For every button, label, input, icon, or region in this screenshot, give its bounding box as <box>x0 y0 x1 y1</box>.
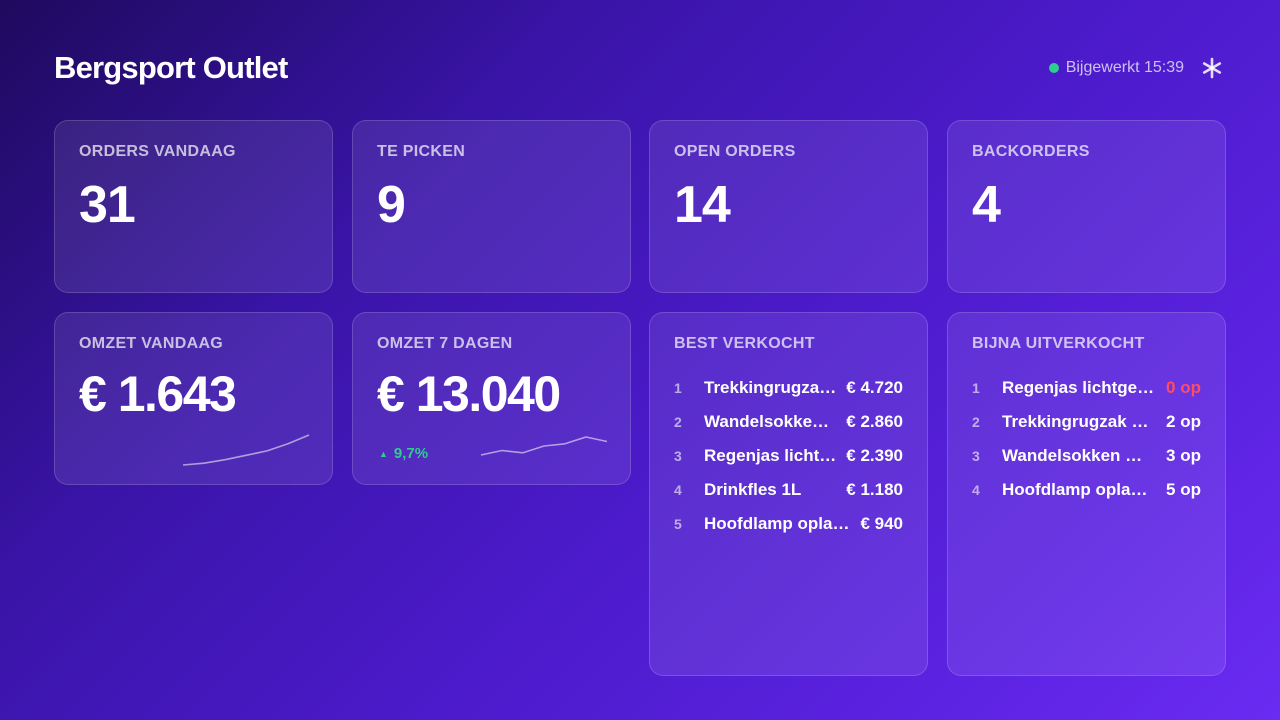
sparkline-line <box>182 434 310 466</box>
rank-number: 1 <box>674 380 682 396</box>
sparkline-line <box>480 436 608 456</box>
product-revenue: € 1.180 <box>846 480 903 499</box>
list-item: 5 Hoofdlamp oplaadbaar € 940 <box>674 507 903 541</box>
almost-sold-out-label: Bijna uitverkocht <box>972 335 1145 352</box>
list-item: 3 Regenjas lichtgewicht € 2.390 <box>674 439 903 473</box>
revenue-week-trend: ▲ 9,7% <box>379 445 428 462</box>
stock-count: 3 op <box>1166 446 1201 465</box>
list-item: 1 Regenjas lichtgewicht 0 op <box>972 371 1201 405</box>
stock-count: 2 op <box>1166 412 1201 431</box>
rank-number: 4 <box>972 482 980 498</box>
product-name: Hoofdlamp oplaadbaar <box>704 514 860 533</box>
revenue-week-label: Omzet 7 dagen <box>377 335 513 352</box>
kpi-card-orders-today: Orders vandaag 31 <box>54 120 333 293</box>
update-status: Bijgewerkt 15:39 <box>1048 54 1226 82</box>
revenue-week-sparkline <box>480 436 608 456</box>
best-sold-list: 1 Trekkingrugzak 40L € 4.720 2 Wandelsok… <box>674 371 903 541</box>
rank-number: 4 <box>674 482 682 498</box>
product-name: Hoofdlamp oplaadbaar <box>1002 480 1166 499</box>
revenue-week-card: Omzet 7 dagen € 13.040 ▲ 9,7% <box>352 312 631 485</box>
rank-number: 2 <box>972 414 980 430</box>
product-name: Trekkingrugzak 40L <box>1002 412 1161 431</box>
product-revenue: € 4.720 <box>846 378 903 397</box>
dashboard-header: Bergsport Outlet Bijgewerkt 15:39 <box>54 48 1226 88</box>
revenue-today-value: € 1.643 <box>79 366 237 422</box>
kpi-label: Te picken <box>377 143 466 160</box>
revenue-today-card: Omzet vandaag € 1.643 <box>54 312 333 485</box>
rank-number: 3 <box>972 448 980 464</box>
kpi-card-to-pick: Te picken 9 <box>352 120 631 293</box>
product-name: Trekkingrugzak 40L <box>704 378 846 397</box>
rank-number: 1 <box>972 380 980 396</box>
product-revenue: € 2.860 <box>846 412 903 431</box>
kpi-value: 14 <box>674 176 731 234</box>
list-item: 1 Trekkingrugzak 40L € 4.720 <box>674 371 903 405</box>
list-item: 2 Wandelsokken merino € 2.860 <box>674 405 903 439</box>
arrow-up-icon: ▲ <box>379 448 388 459</box>
almost-sold-out-card: Bijna uitverkocht 1 Regenjas lichtgewich… <box>947 312 1226 676</box>
rank-number: 3 <box>674 448 682 464</box>
revenue-today-sparkline <box>182 434 310 466</box>
product-name: Wandelsokken merino <box>1002 446 1167 465</box>
kpi-label: Open orders <box>674 143 796 160</box>
stock-count: 0 op <box>1166 378 1201 397</box>
asterisk-icon[interactable] <box>1198 54 1226 82</box>
kpi-value: 9 <box>377 176 406 234</box>
product-name: Drinkfles 1L <box>704 480 802 499</box>
product-revenue: € 940 <box>860 514 903 533</box>
kpi-value: 31 <box>79 176 136 234</box>
list-item: 3 Wandelsokken merino 3 op <box>972 439 1201 473</box>
best-sold-card: Best verkocht 1 Trekkingrugzak 40L € 4.7… <box>649 312 928 676</box>
kpi-label: Orders vandaag <box>79 143 236 160</box>
product-name: Wandelsokken merino <box>704 412 846 431</box>
kpi-card-backorders: Backorders 4 <box>947 120 1226 293</box>
best-sold-label: Best verkocht <box>674 335 815 352</box>
almost-sold-out-list: 1 Regenjas lichtgewicht 0 op 2 Trekkingr… <box>972 371 1201 507</box>
product-revenue: € 2.390 <box>846 446 903 465</box>
trend-value: 9,7% <box>393 445 429 462</box>
kpi-card-open-orders: Open orders 14 <box>649 120 928 293</box>
rank-number: 5 <box>674 516 682 532</box>
list-item: 4 Hoofdlamp oplaadbaar 5 op <box>972 473 1201 507</box>
product-name: Regenjas lichtgewicht <box>704 446 846 465</box>
revenue-today-label: Omzet vandaag <box>79 335 224 352</box>
list-item: 2 Trekkingrugzak 40L 2 op <box>972 405 1201 439</box>
rank-number: 2 <box>674 414 682 430</box>
list-item: 4 Drinkfles 1L € 1.180 <box>674 473 903 507</box>
kpi-label: Backorders <box>972 143 1090 160</box>
status-text: Bijgewerkt 15:39 <box>1065 59 1184 76</box>
revenue-week-value: € 13.040 <box>377 366 561 422</box>
product-name: Regenjas lichtgewicht <box>1002 378 1167 397</box>
page-title: Bergsport Outlet <box>54 50 288 85</box>
kpi-value: 4 <box>972 176 1001 234</box>
stock-count: 5 op <box>1166 480 1201 499</box>
status-dot-icon <box>1048 63 1059 73</box>
